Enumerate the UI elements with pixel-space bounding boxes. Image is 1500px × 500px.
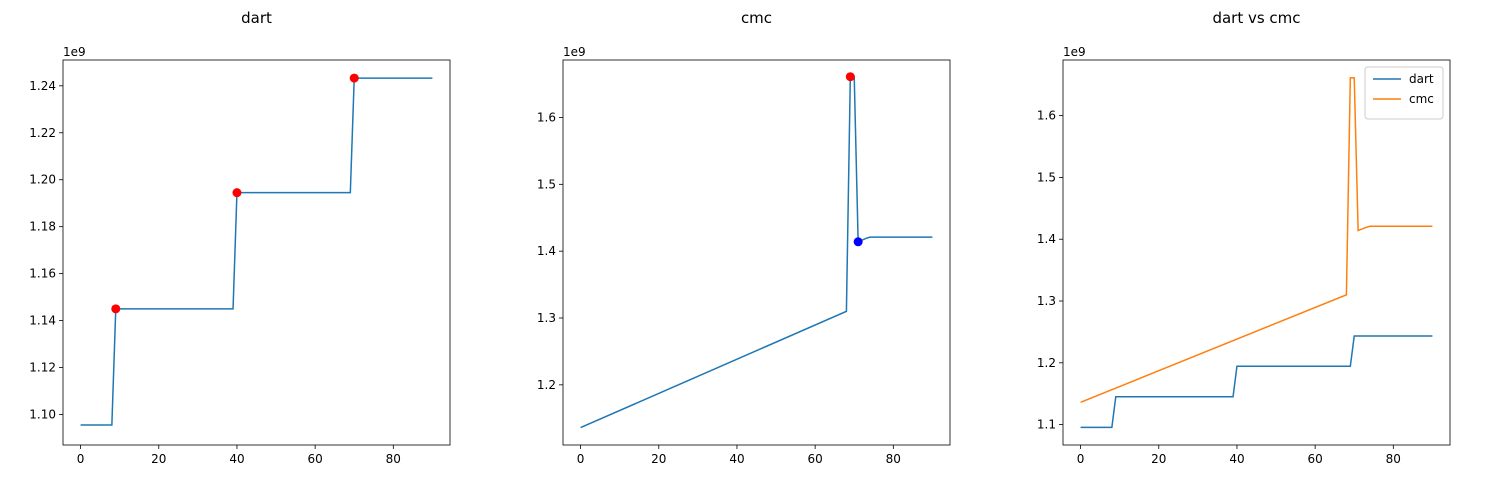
- y-offset-label: 1e9: [63, 45, 86, 59]
- x-tick-label: 80: [386, 452, 401, 466]
- y-offset-label: 1e9: [563, 45, 586, 59]
- data-point-marker: [845, 72, 855, 82]
- x-tick-label: 0: [577, 452, 585, 466]
- y-tick-label: 1.4: [537, 244, 556, 258]
- x-tick-label: 60: [807, 452, 822, 466]
- x-tick-label: 60: [1307, 452, 1322, 466]
- series-line-1: [80, 77, 433, 426]
- x-tick-label: 20: [151, 452, 166, 466]
- y-tick-label: 1.20: [29, 173, 56, 187]
- x-tick-label: 20: [651, 452, 666, 466]
- x-tick-label: 80: [886, 452, 901, 466]
- x-tick-label: 60: [307, 452, 322, 466]
- y-tick-label: 1.12: [29, 361, 56, 375]
- y-tick-label: 1.5: [1037, 170, 1056, 184]
- legend-label-cmc: cmc: [1409, 92, 1434, 106]
- x-tick-label: 0: [77, 452, 85, 466]
- axes-frame: [562, 59, 951, 446]
- y-tick-label: 1.16: [29, 267, 56, 281]
- axes-frame: [1062, 59, 1451, 446]
- x-tick-label: 40: [229, 452, 244, 466]
- x-tick-label: 0: [1077, 452, 1085, 466]
- y-tick-label: 1.1: [1037, 418, 1056, 432]
- legend: dart cmc: [1364, 66, 1444, 120]
- y-tick-label: 1.6: [537, 110, 556, 124]
- y-tick-label: 1.18: [29, 220, 56, 234]
- y-tick-label: 1.24: [29, 79, 56, 93]
- y-offset-label: 1e9: [1063, 45, 1086, 59]
- y-tick-label: 1.10: [29, 407, 56, 421]
- series-line-cmc: [1080, 77, 1433, 404]
- data-point-marker: [232, 188, 242, 198]
- y-tick-label: 1.14: [29, 314, 56, 328]
- y-tick-label: 1.2: [1037, 356, 1056, 370]
- legend-box: [1364, 66, 1444, 120]
- y-tick-label: 1.3: [537, 311, 556, 325]
- y-tick-label: 1.3: [1037, 294, 1056, 308]
- x-tick-label: 40: [1229, 452, 1244, 466]
- legend-label-dart: dart: [1409, 72, 1434, 86]
- x-tick-label: 20: [1151, 452, 1166, 466]
- data-point-marker: [349, 73, 359, 83]
- y-tick-label: 1.2: [537, 378, 556, 392]
- chart-panel-3: dart vs cmc 1e9 0 20 40 60 80 1.1 1.2 1.3 1.4 1.5 1.…: [1037, 9, 1451, 466]
- y-tick-label: 1.5: [537, 177, 556, 191]
- series-line-dart: [1080, 335, 1433, 429]
- chart-title: dart vs cmc: [1212, 9, 1300, 27]
- y-tick-label: 1.4: [1037, 232, 1056, 246]
- chart-panel-1: dart 1e9 0 20 40 60 80 1.10 1.12 1.14 1.16 1.18 1.20…: [29, 9, 451, 466]
- data-point-marker: [111, 304, 121, 314]
- chart-title: dart: [241, 9, 272, 27]
- data-point-marker: [853, 237, 863, 247]
- y-tick-label: 1.22: [29, 126, 56, 140]
- x-tick-label: 80: [1386, 452, 1401, 466]
- x-tick-label: 40: [729, 452, 744, 466]
- series-line-1: [580, 75, 933, 429]
- y-tick-label: 1.6: [1037, 109, 1056, 123]
- axes-frame: [62, 59, 451, 446]
- chart-title: cmc: [741, 9, 772, 27]
- chart-panel-2: cmc 1e9 0 20 40 60 80 1.2 1.3 1.4 1.5 1.6: [537, 9, 951, 466]
